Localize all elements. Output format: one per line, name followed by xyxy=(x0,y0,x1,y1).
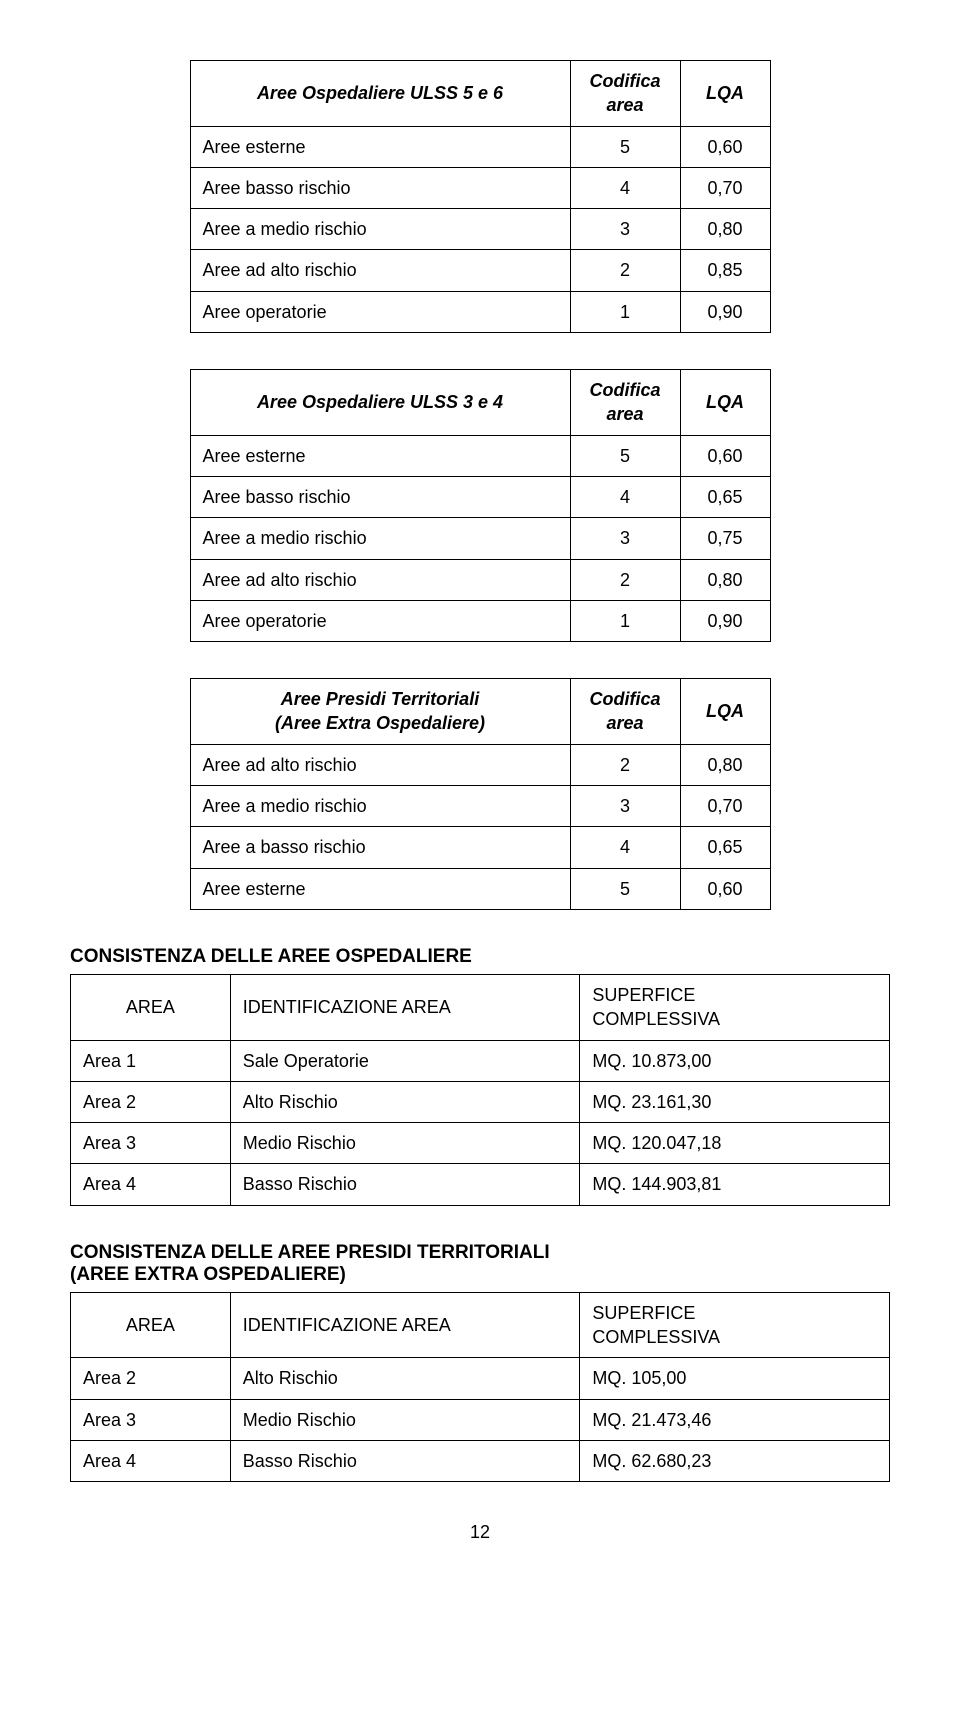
s2-col2: IDENTIFICAZIONE AREA xyxy=(230,1292,580,1358)
s1-col2: IDENTIFICAZIONE AREA xyxy=(230,974,580,1040)
table-ulss-3-4: Aree Ospedaliere ULSS 3 e 4 Codifica are… xyxy=(190,369,771,642)
table-row: Area 3Medio RischioMQ. 120.047,18 xyxy=(71,1123,890,1164)
table-row: Aree operatorie10,90 xyxy=(190,600,770,641)
table-row: Aree esterne50,60 xyxy=(190,435,770,476)
table-row: Aree basso rischio40,65 xyxy=(190,476,770,517)
table-c-col3: LQA xyxy=(680,679,770,745)
table-consistenza-territoriali: AREA IDENTIFICAZIONE AREA SUPERFICE COMP… xyxy=(70,1292,890,1482)
page-number: 12 xyxy=(70,1522,890,1543)
table-consistenza-ospedaliere: AREA IDENTIFICAZIONE AREA SUPERFICE COMP… xyxy=(70,974,890,1206)
table-row: Aree a medio rischio30,70 xyxy=(190,786,770,827)
table-row: Area 4Basso RischioMQ. 62.680,23 xyxy=(71,1440,890,1481)
table-row: Aree a medio rischio30,80 xyxy=(190,209,770,250)
table-a-title: Aree Ospedaliere ULSS 5 e 6 xyxy=(190,61,570,127)
table-b-col3: LQA xyxy=(680,370,770,436)
table-row: Aree a medio rischio30,75 xyxy=(190,518,770,559)
table-row: Aree ad alto rischio20,85 xyxy=(190,250,770,291)
s2-col3: SUPERFICE COMPLESSIVA xyxy=(580,1292,890,1358)
s1-col1: AREA xyxy=(71,974,231,1040)
s1-col3: SUPERFICE COMPLESSIVA xyxy=(580,974,890,1040)
table-row: Aree esterne50,60 xyxy=(190,868,770,909)
table-row: Area 2Alto RischioMQ. 23.161,30 xyxy=(71,1081,890,1122)
table-a-col3: LQA xyxy=(680,61,770,127)
table-ulss-5-6: Aree Ospedaliere ULSS 5 e 6 Codifica are… xyxy=(190,60,771,333)
table-row: Area 1Sale OperatorieMQ. 10.873,00 xyxy=(71,1040,890,1081)
table-c-col2: Codifica area xyxy=(570,679,680,745)
table-row: Aree a basso rischio40,65 xyxy=(190,827,770,868)
s2-col1: AREA xyxy=(71,1292,231,1358)
table-row: Aree operatorie10,90 xyxy=(190,291,770,332)
table-presidi-territoriali: Aree Presidi Territoriali (Aree Extra Os… xyxy=(190,678,771,910)
table-a-col2: Codifica area xyxy=(570,61,680,127)
table-b-col2: Codifica area xyxy=(570,370,680,436)
table-c-title: Aree Presidi Territoriali (Aree Extra Os… xyxy=(190,679,570,745)
table-row: Area 2Alto RischioMQ. 105,00 xyxy=(71,1358,890,1399)
table-row: Aree esterne50,60 xyxy=(190,126,770,167)
table-row: Aree ad alto rischio20,80 xyxy=(190,559,770,600)
section-1-heading: CONSISTENZA DELLE AREE OSPEDALIERE xyxy=(70,946,890,968)
table-b-title: Aree Ospedaliere ULSS 3 e 4 xyxy=(190,370,570,436)
table-row: Aree ad alto rischio20,80 xyxy=(190,744,770,785)
section-2-heading: CONSISTENZA DELLE AREE PRESIDI TERRITORI… xyxy=(70,1242,890,1286)
table-row: Aree basso rischio40,70 xyxy=(190,167,770,208)
table-row: Area 4Basso RischioMQ. 144.903,81 xyxy=(71,1164,890,1205)
table-row: Area 3Medio RischioMQ. 21.473,46 xyxy=(71,1399,890,1440)
